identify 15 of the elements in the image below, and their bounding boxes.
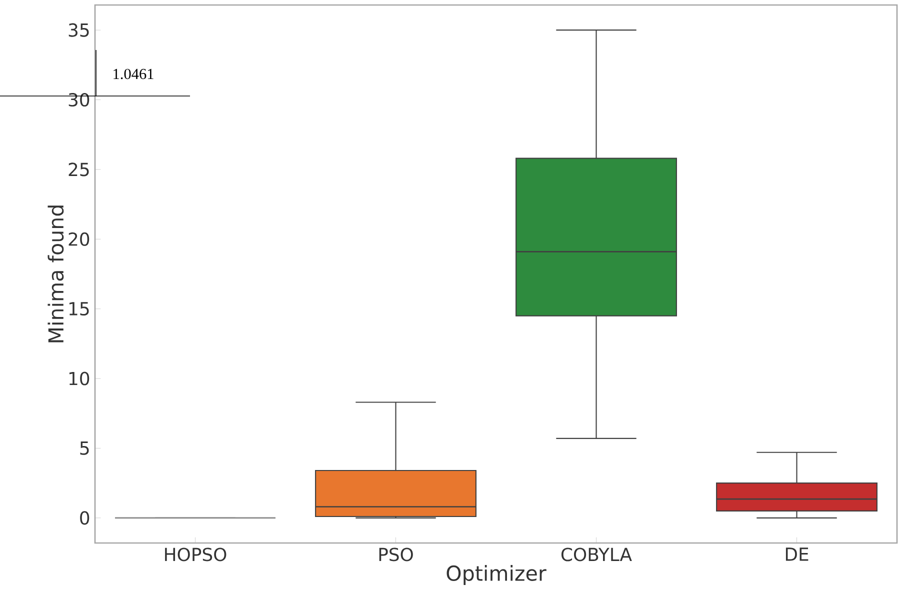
y-tick-label: 20 [68, 232, 90, 246]
y-tick-label: 15 [69, 302, 89, 316]
x-tick-label: HOPSO [165, 548, 226, 562]
x-tick-label: COBYLA [561, 548, 632, 562]
y-tick-label: 25 [68, 162, 89, 176]
y-tick-label: 30 [68, 92, 90, 107]
y-tick-label: 5 [80, 442, 89, 455]
y-tick-label: 35 [68, 23, 89, 37]
x-tick-label: PSO [379, 548, 413, 562]
y-axis-title: Minima found [48, 206, 64, 342]
y-tick-label: 10 [69, 372, 90, 386]
annotation: 1.0461 [114, 68, 154, 80]
x-axis-title: Optimizer [446, 565, 546, 585]
x-tick-label: DE [786, 548, 808, 561]
y-tick-label: 0 [80, 511, 90, 525]
